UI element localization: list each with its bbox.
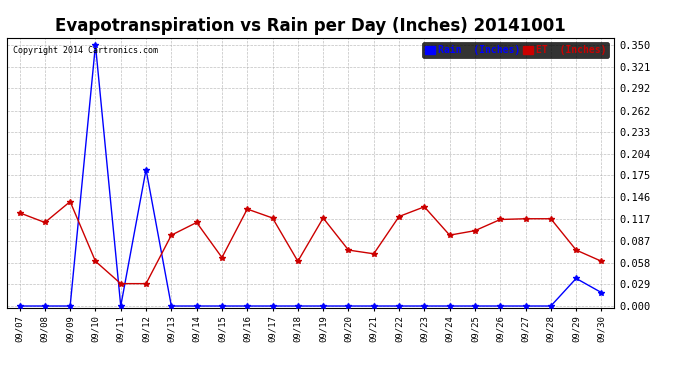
Text: Copyright 2014 Cartronics.com: Copyright 2014 Cartronics.com: [13, 46, 158, 55]
Title: Evapotranspiration vs Rain per Day (Inches) 20141001: Evapotranspiration vs Rain per Day (Inch…: [55, 16, 566, 34]
Legend: Rain  (Inches), ET  (Inches): Rain (Inches), ET (Inches): [422, 42, 609, 58]
